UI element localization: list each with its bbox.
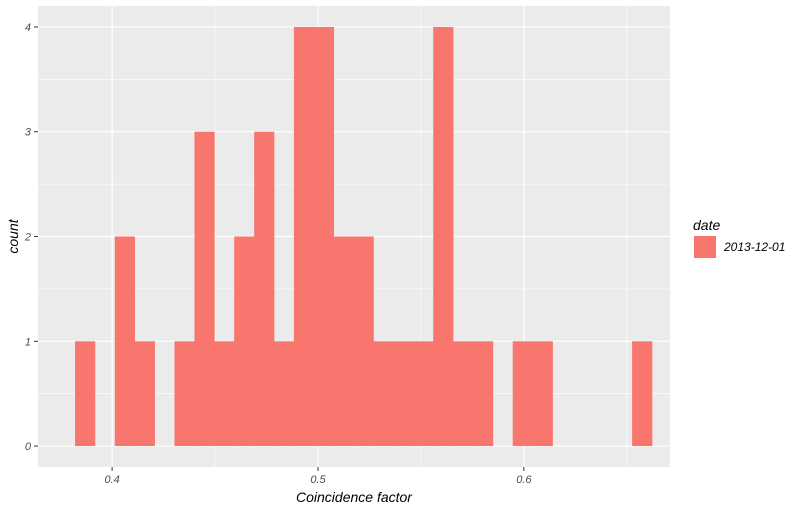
- histogram-bar: [174, 341, 195, 447]
- x-tick-label: 0.6: [516, 474, 532, 486]
- y-tick-label: 1: [25, 336, 31, 348]
- histogram-bar: [75, 341, 96, 447]
- histogram-bar: [333, 236, 354, 447]
- histogram-bar: [393, 341, 414, 447]
- histogram-bar: [214, 341, 235, 447]
- legend-title: date: [693, 217, 720, 233]
- histogram-bar: [234, 236, 255, 447]
- x-axis-title: Coincidence factor: [296, 489, 413, 505]
- histogram-bars: [75, 26, 653, 447]
- legend-entry-label: 2013-12-01: [723, 240, 785, 254]
- histogram-bar: [433, 26, 454, 447]
- histogram-bar: [134, 341, 155, 447]
- y-axis-ticks: 0 1 2 3 4: [24, 22, 38, 453]
- histogram-bar: [114, 236, 135, 447]
- histogram-bar: [293, 26, 315, 447]
- histogram-bar: [512, 341, 533, 447]
- x-tick-label: 0.4: [104, 474, 119, 486]
- histogram-bar: [632, 341, 653, 447]
- histogram-bar: [413, 341, 434, 447]
- histogram-bar: [254, 131, 275, 447]
- histogram-bar: [273, 341, 295, 447]
- x-axis-ticks: 0.4 0.5 0.6: [104, 467, 532, 486]
- histogram-bar: [194, 131, 215, 447]
- histogram-bar: [353, 236, 374, 447]
- histogram-bar: [313, 26, 335, 447]
- legend-key-swatch: [694, 236, 716, 258]
- x-tick-label: 0.5: [310, 474, 326, 486]
- y-tick-label: 0: [25, 441, 32, 453]
- legend: date 2013-12-01: [693, 217, 785, 258]
- histogram-bar: [532, 341, 553, 447]
- histogram-bar: [453, 341, 474, 447]
- y-axis-title: count: [5, 218, 21, 253]
- y-tick-label: 2: [24, 232, 31, 244]
- histogram-bar: [373, 341, 394, 447]
- y-tick-label: 4: [25, 22, 31, 34]
- histogram-bar: [472, 341, 494, 447]
- y-tick-label: 3: [25, 127, 32, 139]
